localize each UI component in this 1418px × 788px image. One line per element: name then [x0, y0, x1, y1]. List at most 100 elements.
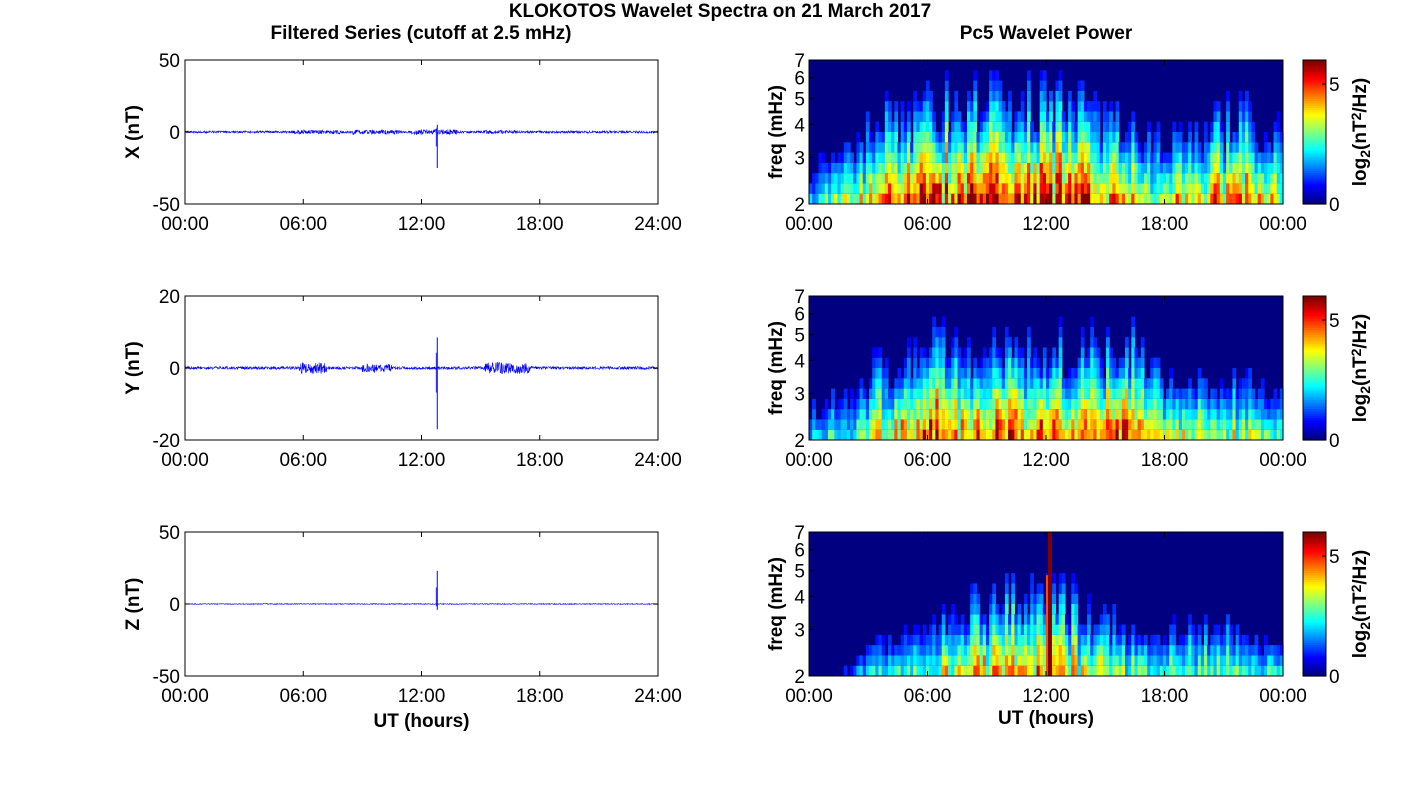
wavelet-z-power-cell — [1055, 634, 1060, 646]
wavelet-x-power-cell — [1087, 152, 1091, 163]
wavelet-z-power-cell — [1270, 665, 1275, 676]
wavelet-x-power-cell — [1194, 193, 1199, 204]
wavelet-z-power-cell — [951, 614, 955, 625]
wavelet-z-power-cell — [1064, 634, 1069, 646]
wavelet-y-power-cell — [941, 409, 946, 420]
wavelet-z-power-cell — [1102, 604, 1107, 615]
wavelet-z-colorbar-step — [1303, 583, 1326, 587]
wavelet-y-power-cell — [837, 409, 842, 420]
wavelet-x-power-cell — [1128, 193, 1132, 204]
wavelet-x-power-cell — [929, 132, 933, 143]
wavelet-x-power-cell — [1235, 132, 1240, 143]
wavelet-y-colorbar-step — [1303, 379, 1326, 383]
wavelet-x-power-cell — [1004, 142, 1009, 153]
wavelet-z-power-cell — [1260, 665, 1265, 676]
wavelet-z-power-cell — [1004, 624, 1009, 635]
wavelet-x-power-cell — [998, 152, 1003, 163]
wavelet-y-power-cell — [1273, 409, 1278, 420]
wavelet-x-power-cell — [1087, 101, 1091, 112]
wavelet-x-power-cell — [1156, 152, 1161, 163]
wavelet-x-power-cell — [884, 173, 889, 184]
wavelet-z-power-cell — [1109, 665, 1113, 676]
wavelet-x-power-cell — [941, 111, 946, 122]
wavelet-z-power-cell — [1011, 655, 1015, 666]
wavelet-z-power-cell — [1011, 634, 1015, 646]
wavelet-z-power-cell — [1096, 655, 1101, 666]
wavelet-x-power-cell — [891, 162, 895, 174]
wavelet-y-power-cell — [1200, 419, 1205, 430]
wavelet-z-power-cell — [989, 624, 993, 635]
wavelet-y-ytick-label: 4 — [794, 351, 805, 372]
wavelet-x-power-cell — [1030, 121, 1034, 132]
wavelet-x-power-cell — [1036, 173, 1041, 184]
wavelet-y-power-cell — [992, 409, 997, 420]
wavelet-y-power-cell — [1030, 419, 1034, 430]
wavelet-y-power-cell — [1083, 368, 1088, 379]
wavelet-x-power-cell — [1128, 132, 1132, 143]
wavelet-x-power-cell — [1188, 121, 1192, 132]
wavelet-y-power-cell — [856, 388, 861, 399]
wavelet-x-power-cell — [1166, 162, 1170, 174]
wavelet-y-power-cell — [824, 398, 829, 410]
wavelet-x-power-cell — [824, 193, 829, 204]
wavelet-y-power-cell — [916, 409, 921, 420]
wavelet-z-power-cell — [1112, 604, 1117, 615]
wavelet-y-power-cell — [1109, 429, 1113, 440]
wavelet-x-power-cell — [1273, 193, 1278, 204]
wavelet-y-power-cell — [925, 398, 930, 410]
wavelet-x-power-cell — [970, 142, 974, 153]
series-z-ytick-label: -50 — [153, 667, 180, 688]
wavelet-z-colorbar-step — [1303, 642, 1326, 646]
wavelet-z-power-cell — [1162, 665, 1167, 676]
wavelet-z-power-cell — [1020, 645, 1025, 656]
wavelet-y-power-cell — [1020, 388, 1025, 399]
wavelet-x-power-cell — [1109, 183, 1113, 194]
wavelet-y-power-cell — [900, 429, 905, 440]
wavelet-y-power-cell — [1185, 409, 1189, 420]
series-y-ylabel: Y (nT) — [123, 341, 144, 394]
wavelet-x-colorbar-step — [1303, 109, 1326, 113]
wavelet-y-power-cell — [1106, 337, 1110, 348]
wavelet-x-power-cell — [1017, 132, 1022, 143]
wavelet-x-power-cell — [821, 183, 826, 194]
wavelet-x-power-cell — [1147, 162, 1151, 174]
wavelet-y-power-cell — [985, 398, 990, 410]
wavelet-z-colorbar-step — [1303, 628, 1326, 632]
wavelet-x-power-cell — [1121, 173, 1126, 184]
wavelet-y-power-cell — [1213, 429, 1218, 440]
wavelet-x-power-cell — [903, 142, 908, 153]
wavelet-x-power-cell — [1020, 90, 1025, 102]
wavelet-y-power-cell — [1083, 357, 1088, 368]
wavelet-x-power-cell — [856, 152, 861, 163]
wavelet-y-power-cell — [957, 429, 962, 440]
wavelet-y-power-cell — [989, 398, 993, 410]
wavelet-x-power-cell — [1049, 173, 1053, 184]
wavelet-z-power-cell — [1213, 624, 1218, 635]
wavelet-y-power-cell — [1046, 368, 1050, 379]
wavelet-y-power-cell — [1140, 347, 1145, 358]
wavelet-y-power-cell — [1008, 429, 1012, 440]
wavelet-y-power-cell — [843, 388, 848, 399]
wavelet-y-power-cell — [970, 419, 974, 430]
wavelet-y-power-cell — [1137, 398, 1142, 410]
wavelet-x-power-cell — [1207, 142, 1211, 153]
wavelet-z-power-cell — [1087, 634, 1091, 646]
wavelet-y-power-cell — [1008, 337, 1012, 348]
wavelet-z-power-cell — [954, 645, 959, 656]
wavelet-z-power-cell — [1087, 655, 1091, 666]
wavelet-z-power-cell — [1238, 655, 1243, 666]
wavelet-y-power-cell — [853, 419, 857, 430]
wavelet-z-power-cell — [1036, 604, 1041, 615]
wavelet-x-power-cell — [989, 193, 993, 204]
wavelet-x-power-cell — [998, 111, 1003, 122]
wavelet-z-power-cell — [1039, 614, 1044, 625]
wavelet-z-power-cell — [1204, 614, 1208, 625]
wavelet-y-power-cell — [954, 398, 959, 410]
wavelet-z-power-cell — [967, 665, 971, 676]
wavelet-z-power-cell — [1023, 634, 1028, 646]
wavelet-z-power-cell — [1087, 614, 1091, 625]
wavelet-x-power-cell — [1175, 173, 1180, 184]
wavelet-x-power-cell — [1027, 121, 1031, 132]
wavelet-x-colorbar-step — [1303, 91, 1326, 95]
wavelet-y-power-cell — [913, 347, 918, 358]
